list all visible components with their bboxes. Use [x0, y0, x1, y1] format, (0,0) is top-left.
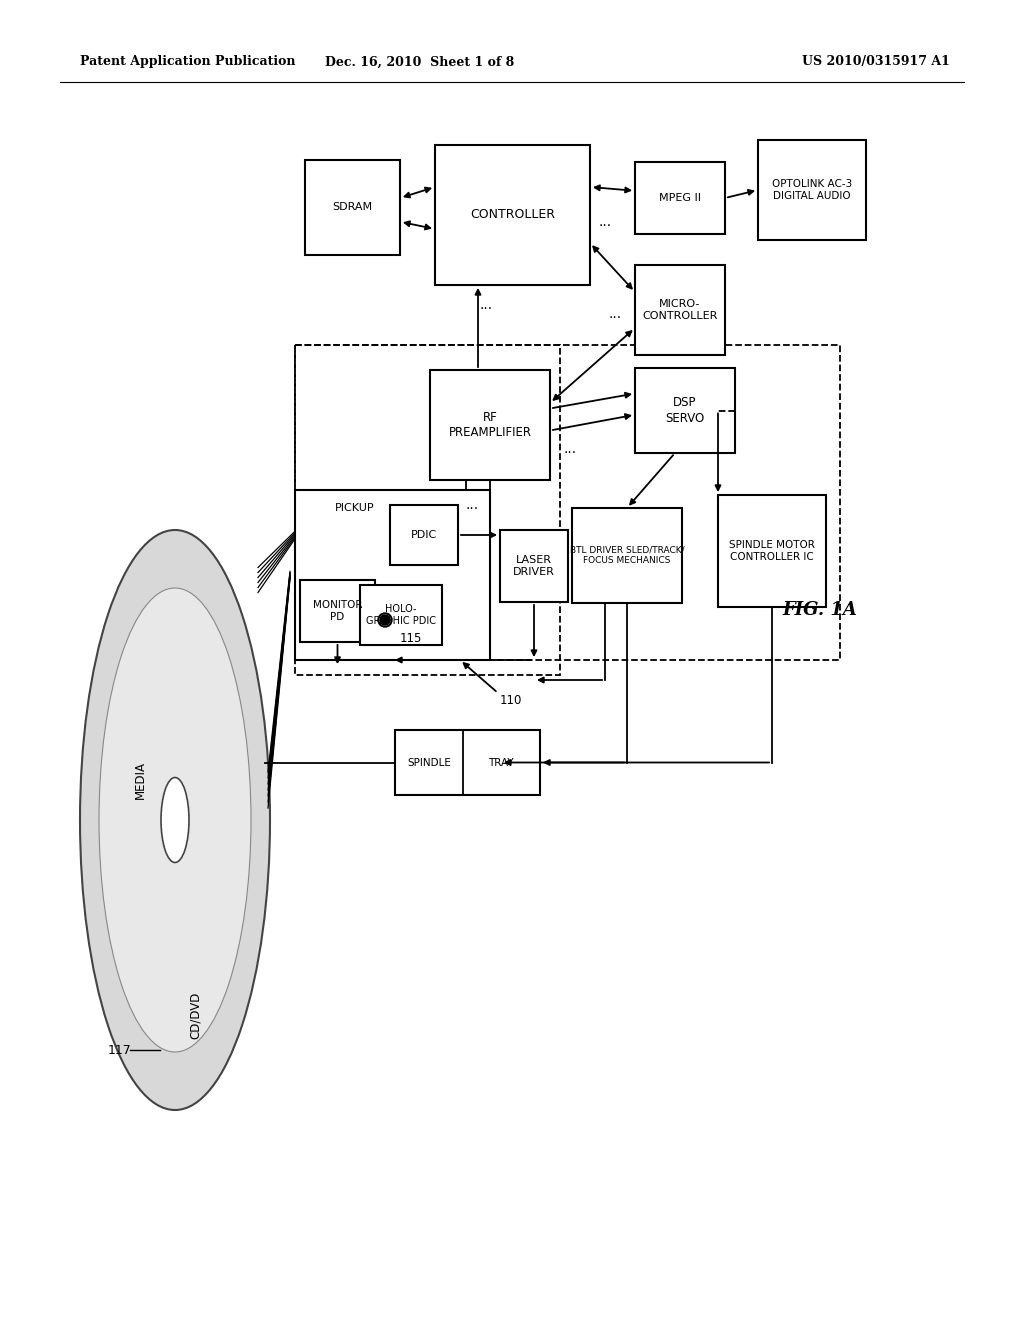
Text: CONTROLLER: CONTROLLER: [470, 209, 555, 222]
Text: ...: ...: [563, 442, 577, 457]
Bar: [435, 145, 590, 285]
Text: MONITOR
PD: MONITOR PD: [312, 601, 362, 622]
Circle shape: [380, 615, 390, 624]
Bar: [635, 368, 735, 453]
Text: MICRO-
CONTROLLER: MICRO- CONTROLLER: [642, 300, 718, 321]
Bar: [718, 495, 826, 607]
Ellipse shape: [161, 777, 189, 862]
Text: SPINDLE: SPINDLE: [408, 758, 452, 767]
Text: US 2010/0315917 A1: US 2010/0315917 A1: [802, 55, 950, 69]
Text: PICKUP: PICKUP: [335, 503, 375, 513]
Text: FIG. 1A: FIG. 1A: [782, 601, 857, 619]
Bar: [305, 160, 400, 255]
Bar: [635, 265, 725, 355]
Text: RF
PREAMPLIFIER: RF PREAMPLIFIER: [449, 411, 531, 440]
Text: ...: ...: [598, 215, 611, 228]
Bar: [295, 345, 560, 675]
Bar: [500, 531, 568, 602]
Text: 117: 117: [108, 1044, 132, 1056]
Bar: [635, 162, 725, 234]
Text: SPINDLE MOTOR
CONTROLLER IC: SPINDLE MOTOR CONTROLLER IC: [729, 540, 815, 562]
Text: 115: 115: [400, 631, 422, 644]
Text: ...: ...: [479, 298, 493, 312]
Bar: [395, 730, 540, 795]
Bar: [758, 140, 866, 240]
Text: TRAY: TRAY: [488, 758, 514, 767]
Text: DSP
SERVO: DSP SERVO: [666, 396, 705, 425]
Bar: [295, 345, 840, 660]
Ellipse shape: [80, 531, 270, 1110]
Text: ...: ...: [608, 308, 622, 322]
Ellipse shape: [99, 587, 251, 1052]
Bar: [300, 579, 375, 642]
Bar: [572, 508, 682, 603]
Text: Dec. 16, 2010  Sheet 1 of 8: Dec. 16, 2010 Sheet 1 of 8: [326, 55, 515, 69]
Circle shape: [378, 612, 392, 627]
Text: SDRAM: SDRAM: [333, 202, 373, 213]
FancyArrow shape: [355, 516, 385, 554]
Bar: [295, 490, 490, 660]
Text: MPEG II: MPEG II: [659, 193, 701, 203]
Text: LASER
DRIVER: LASER DRIVER: [513, 556, 555, 577]
Bar: [390, 506, 458, 565]
Text: ...: ...: [466, 498, 478, 512]
Text: Patent Application Publication: Patent Application Publication: [80, 55, 296, 69]
Text: BTL DRIVER SLED/TRACK/
FOCUS MECHANICS: BTL DRIVER SLED/TRACK/ FOCUS MECHANICS: [569, 545, 684, 565]
Circle shape: [380, 615, 390, 624]
Text: CD/DVD: CD/DVD: [188, 991, 202, 1039]
Text: MEDIA: MEDIA: [133, 762, 146, 799]
Bar: [360, 585, 442, 645]
Text: 110: 110: [500, 693, 522, 706]
Text: HOLO-
GRAPHIC PDIC: HOLO- GRAPHIC PDIC: [366, 605, 436, 626]
Text: OPTOLINK AC-3
DIGITAL AUDIO: OPTOLINK AC-3 DIGITAL AUDIO: [772, 180, 852, 201]
Bar: [430, 370, 550, 480]
Text: PDIC: PDIC: [411, 531, 437, 540]
